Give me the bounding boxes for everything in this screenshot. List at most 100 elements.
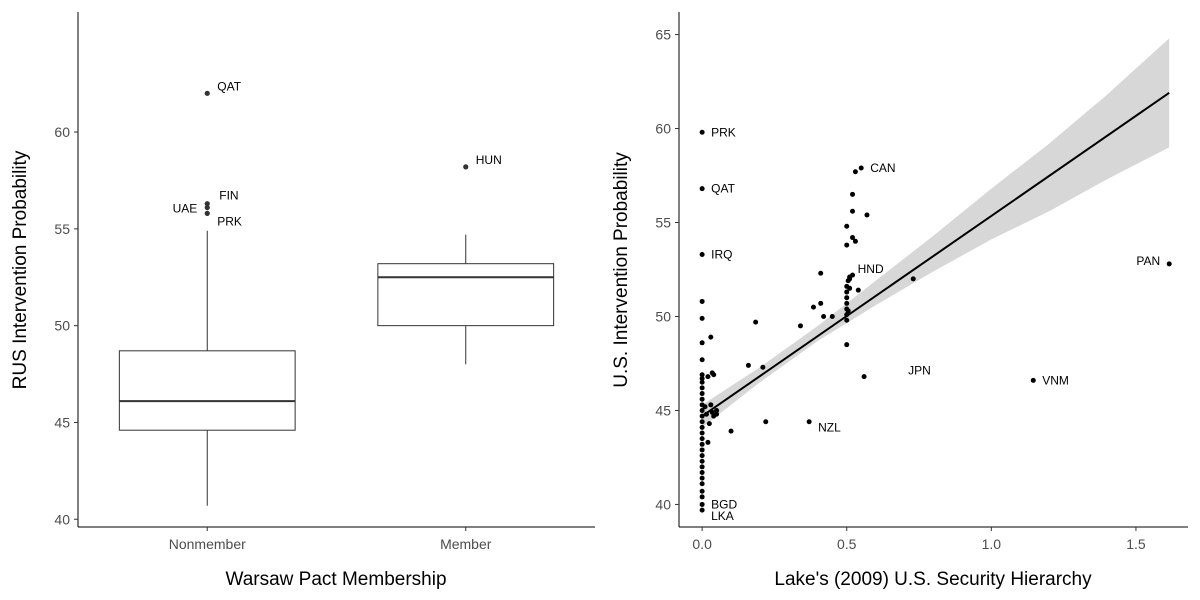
scatter-point: [844, 342, 850, 348]
scatter-point: [705, 374, 711, 380]
point-label: LKA: [711, 509, 734, 523]
scatter-point: [702, 404, 708, 410]
labeled-point: [699, 129, 705, 135]
outlier-point: [204, 210, 210, 216]
y-tick-label: 60: [54, 124, 70, 140]
right-x-axis-title: Lake's (2009) U.S. Security Hierarchy: [774, 569, 1092, 590]
scatter-point: [699, 494, 705, 500]
point-label: BGD: [711, 497, 737, 511]
y-tick-label: 50: [54, 318, 70, 334]
scatter-point: [850, 191, 856, 197]
scatter-point: [699, 376, 705, 382]
labeled-point: [806, 419, 812, 425]
y-tick-label: 55: [54, 221, 70, 237]
confidence-band-group: [702, 38, 1170, 428]
scatter-point: [699, 481, 705, 487]
y-tick-label: 60: [655, 121, 671, 137]
labeled-point: [699, 251, 705, 257]
scatter-point: [699, 458, 705, 464]
scatter-point: [699, 453, 705, 459]
scatter-point: [829, 313, 835, 319]
scatter-point: [699, 469, 705, 475]
scatter-point: [699, 385, 705, 391]
outlier-point: [204, 90, 210, 96]
scatter-point: [818, 300, 824, 306]
point-label: HND: [858, 262, 884, 276]
scatter-point: [699, 447, 705, 453]
scatter-point: [699, 436, 705, 442]
point-label: NZL: [818, 421, 841, 435]
scatter-point: [760, 364, 766, 370]
point-label: QAT: [711, 182, 735, 196]
labeled-point: [1166, 261, 1172, 267]
scatter-point: [711, 372, 717, 378]
scatter-point: [706, 421, 712, 427]
scatter-point: [714, 411, 720, 417]
outlier-label: FIN: [219, 189, 238, 203]
labeled-point: [1030, 377, 1036, 383]
scatter-point: [699, 391, 705, 397]
scatter-point: [845, 308, 851, 314]
scatter-point: [699, 407, 705, 413]
scatter-point: [699, 464, 705, 470]
scatter-point: [844, 289, 850, 295]
point-label: JPN: [908, 364, 931, 378]
scatter-point: [821, 313, 827, 319]
point-label: PAN: [1136, 254, 1160, 268]
right-y-ticks: 40 45 50 55 60 65: [655, 27, 679, 512]
scatter-point: [699, 396, 705, 402]
confidence-band: [702, 38, 1170, 428]
scatter-point: [728, 428, 734, 434]
right-y-axis-title: U.S. Intervention Probability: [611, 152, 632, 388]
scatter-point: [708, 334, 714, 340]
scatter-point: [850, 235, 856, 241]
y-tick-label: 40: [54, 511, 70, 527]
outlier-label: QAT: [217, 79, 241, 93]
scatter-point: [699, 419, 705, 425]
scatter-point: [699, 379, 705, 385]
outlier-label: PRK: [217, 214, 242, 228]
scatter-point: [847, 285, 853, 291]
left-x-axis-title: Warsaw Pact Membership: [225, 569, 446, 590]
x-tick-label: 0.5: [837, 536, 857, 552]
x-tick-label: Member: [440, 536, 492, 552]
y-tick-label: 40: [655, 496, 671, 512]
point-label: PRK: [711, 125, 736, 139]
y-tick-label: 65: [655, 27, 671, 43]
outlier-label: HUN: [476, 153, 502, 167]
left-y-axis-title: RUS Intervention Probability: [10, 150, 31, 389]
scatter-point: [699, 298, 705, 304]
scatter-point: [699, 441, 705, 447]
scatter-point: [699, 340, 705, 346]
y-tick-label: 45: [655, 402, 671, 418]
outlier-point: [463, 164, 469, 170]
scatter-point: [818, 270, 824, 276]
scatter-point: [850, 208, 856, 214]
outlier-point: [204, 201, 210, 207]
scatter-point: [852, 238, 858, 244]
fit-line: [701, 91, 1170, 417]
scatter-point: [797, 323, 803, 329]
scatter-point: [844, 295, 850, 301]
labeled-point: [699, 501, 705, 507]
scatter-point: [844, 317, 850, 323]
box-plot-panel: 40 45 50 55 60 Nonmember Member QAT FIN UAE PRK H…: [10, 12, 595, 590]
scatter-point: [852, 169, 858, 175]
scatter-point: [699, 357, 705, 363]
outlier-group: QAT FIN UAE PRK HUN: [173, 79, 502, 228]
scatter-point: [810, 304, 816, 310]
scatter-point: [753, 319, 759, 325]
y-tick-label: 45: [54, 414, 70, 430]
scatter-point: [699, 488, 705, 494]
y-tick-label: 50: [655, 308, 671, 324]
box-nonmember: [118, 350, 296, 431]
scatter-point: [844, 223, 850, 229]
labeled-point: [858, 165, 864, 171]
outlier-label: UAE: [173, 202, 198, 216]
scatter-point: [708, 402, 714, 408]
x-tick-label: Nonmember: [169, 536, 246, 552]
left-y-ticks: 40 45 50 55 60: [54, 124, 78, 527]
